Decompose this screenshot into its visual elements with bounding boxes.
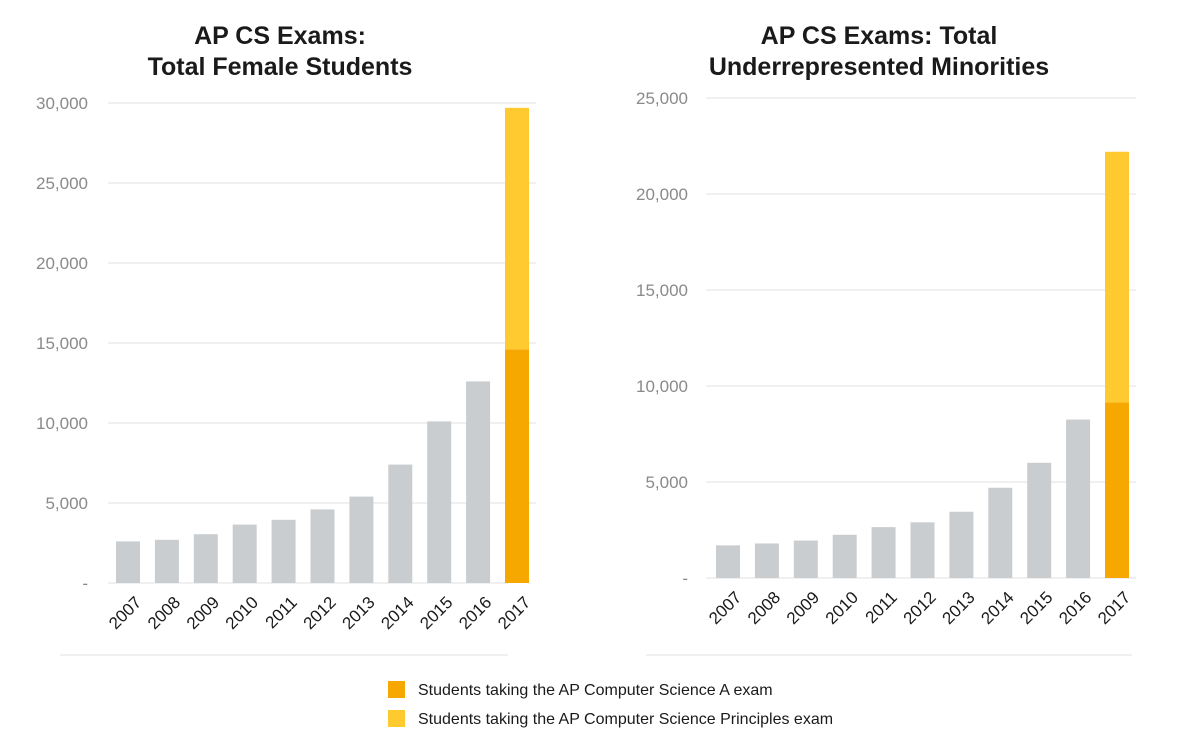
legend-label: Students taking the AP Computer Science … [418,711,833,728]
bar-segment-csa [871,527,896,578]
x-tick-label: 2007 [705,588,745,628]
bar-segment-csa [832,534,857,578]
female-students-chart: AP CS Exams: Total Female Students - 5,00… [36,22,536,656]
chart-title-line-2: Total Female Students [148,53,413,81]
x-tick-label: 2012 [300,593,340,633]
bar-segment-csa [388,464,413,583]
x-tick-label: 2011 [862,588,901,627]
x-tick-label: 2014 [977,588,1017,628]
y-tick-label: - [682,569,688,588]
y-tick-label: 10,000 [636,377,688,396]
bar-segment-csa [232,524,257,583]
y-tick-label: - [82,574,88,593]
y-tick-label: 5,000 [45,494,88,513]
x-tick-label: 2016 [455,593,495,633]
chart-title-line-1: AP CS Exams: Total [761,22,998,50]
bar-segment-csa [1066,419,1091,578]
x-tick-label: 2013 [339,593,379,633]
bar-segment-csa [271,519,296,583]
bar-segment-csa [1105,402,1129,578]
y-tick-label: 5,000 [645,473,688,492]
bar-segment-csa [466,381,491,583]
x-tick-label: 2008 [744,588,784,628]
chart-title-line-1: AP CS Exams: [194,22,366,50]
y-tick-label: 25,000 [636,89,688,108]
bar-segment-csp [505,107,529,350]
x-tick-label: 2011 [262,593,301,632]
x-tick-label: 2015 [416,593,456,633]
x-tick-label: 2008 [144,593,184,633]
y-tick-label: 25,000 [36,174,88,193]
y-tick-label: 15,000 [636,281,688,300]
bar-segment-csa [910,522,935,578]
bar-segment-csp [1105,151,1129,403]
x-tick-label: 2009 [183,593,223,633]
bar-segment-csa [349,496,374,583]
x-tick-label: 2017 [1094,588,1134,628]
chart-title-line-2: Underrepresented Minorities [709,53,1049,81]
x-tick-label: 2016 [1055,588,1095,628]
bar-segment-csa [716,545,740,578]
y-tick-label: 15,000 [36,334,88,353]
legend-label: Students taking the AP Computer Science … [418,682,773,699]
x-tick-label: 2010 [822,588,862,628]
x-tick-label: 2015 [1016,588,1056,628]
bar-segment-csa [1027,462,1052,578]
legend-swatch [388,681,405,698]
bar-segment-csa [949,511,974,578]
bar-segment-csa [310,509,335,583]
x-tick-label: 2010 [222,593,262,633]
bar-segment-csa [116,541,140,583]
y-tick-label: 30,000 [36,94,88,113]
x-tick-label: 2014 [377,593,417,633]
x-tick-label: 2009 [783,588,823,628]
y-tick-label: 20,000 [636,185,688,204]
bar-segment-csa [505,349,529,583]
bar-segment-csa [754,543,779,578]
x-tick-label: 2017 [494,593,534,633]
bar-segment-csa [988,487,1013,578]
x-tick-label: 2007 [105,593,145,633]
y-tick-label: 20,000 [36,254,88,273]
y-tick-label: 10,000 [36,414,88,433]
bar-segment-csa [793,540,818,578]
x-tick-label: 2013 [939,588,979,628]
legend: Students taking the AP Computer Science … [388,681,833,728]
bar-segment-csa [427,421,452,583]
x-tick-label: 2012 [900,588,940,628]
legend-swatch [388,710,405,727]
minorities-chart: AP CS Exams: Total Underrepresented Mino… [636,22,1136,656]
bar-segment-csa [154,539,179,583]
bar-segment-csa [193,534,218,583]
